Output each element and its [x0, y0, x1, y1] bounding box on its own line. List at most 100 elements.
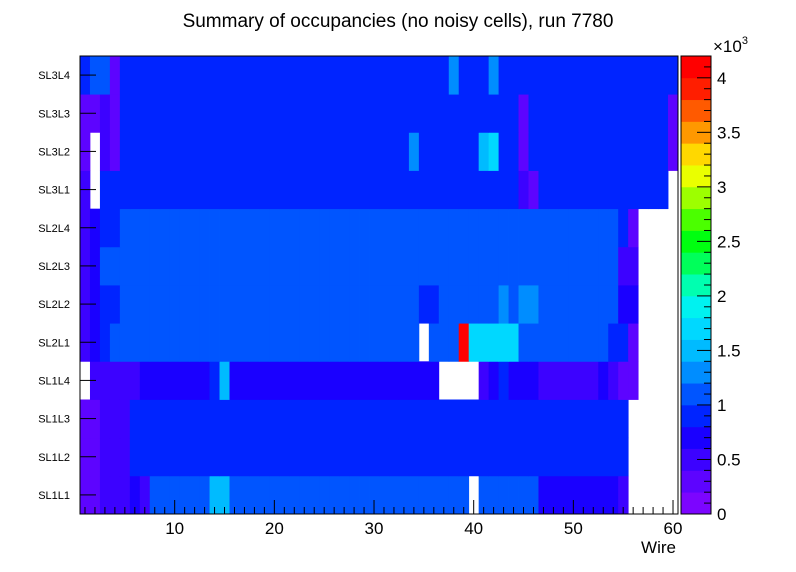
- heatmap-cell: [578, 361, 589, 400]
- heatmap-cell: [478, 437, 490, 477]
- heatmap-cell: [448, 246, 460, 286]
- heatmap-cell: [588, 208, 599, 248]
- palette-band: [681, 404, 711, 428]
- heatmap-cell: [478, 94, 490, 133]
- heatmap-cell: [478, 399, 490, 439]
- heatmap-cell: [468, 132, 480, 171]
- heatmap-cell: [448, 170, 460, 210]
- heatmap-cell: [498, 246, 509, 286]
- heatmap-cell: [129, 132, 141, 171]
- heatmap-cell: [319, 208, 330, 248]
- heatmap-cell: [129, 285, 141, 324]
- heatmap-cell: [548, 361, 559, 400]
- heatmap-cell: [259, 132, 270, 171]
- heatmap-cell: [259, 170, 270, 210]
- heatmap-cell: [578, 132, 589, 171]
- heatmap-cell: [199, 399, 210, 439]
- heatmap-cell: [588, 132, 599, 171]
- heatmap-cell: [309, 208, 320, 248]
- heatmap-cell: [408, 285, 420, 324]
- heatmap-cell: [249, 399, 260, 439]
- heatmap-cell: [408, 475, 420, 515]
- color-palette: [680, 55, 712, 515]
- heatmap-cell: [249, 56, 260, 95]
- heatmap-cell: [179, 475, 191, 515]
- heatmap-cell: [249, 285, 260, 324]
- heatmap-cell: [269, 361, 280, 400]
- heatmap-cell: [339, 361, 350, 400]
- heatmap-cell: [179, 285, 191, 324]
- heatmap-cell: [199, 437, 210, 477]
- heatmap-cell: [428, 170, 440, 210]
- heatmap-cell: [428, 285, 440, 324]
- heatmap-cell: [339, 132, 350, 171]
- heatmap-cell: [388, 56, 400, 95]
- heatmap-cell: [239, 170, 250, 210]
- heatmap-cell: [339, 56, 350, 95]
- heatmap-cell: [359, 94, 370, 133]
- heatmap-cell: [408, 399, 420, 439]
- heatmap-cell: [518, 132, 529, 171]
- palette-band: [681, 56, 711, 79]
- heatmap-cell: [668, 132, 679, 171]
- heatmap-cell: [169, 94, 181, 133]
- heatmap-cell: [388, 94, 400, 133]
- palette-band: [681, 230, 711, 253]
- heatmap-cell: [428, 437, 440, 477]
- heatmap-cell: [498, 437, 509, 477]
- heatmap-cell: [418, 56, 430, 95]
- heatmap-cell: [259, 285, 270, 324]
- heatmap-cell: [189, 399, 200, 439]
- heatmap-cell: [209, 246, 220, 286]
- heatmap-cell: [269, 208, 280, 248]
- heatmap-cell: [179, 246, 191, 286]
- heatmap-cell: [329, 246, 340, 286]
- heatmap-cell: [119, 475, 131, 515]
- heatmap-cell: [99, 361, 111, 400]
- heatmap-cell: [329, 132, 340, 171]
- heatmap-cell: [638, 56, 649, 95]
- heatmap-cell: [329, 437, 340, 477]
- heatmap-cell: [359, 361, 370, 400]
- heatmap-cell: [349, 56, 360, 95]
- heatmap-cell: [309, 475, 320, 515]
- heatmap-cell: [398, 323, 410, 362]
- heatmap-cell: [628, 132, 639, 171]
- heatmap-cell: [538, 399, 549, 439]
- heatmap-cell: [219, 475, 230, 515]
- heatmap-cell: [329, 475, 340, 515]
- heatmap-cell: [239, 132, 250, 171]
- heatmap-cell: [209, 208, 220, 248]
- heatmap-cell: [558, 56, 569, 95]
- heatmap-cell: [498, 56, 509, 95]
- heatmap-cell: [239, 361, 250, 400]
- heatmap-cell: [518, 475, 529, 515]
- heatmap-cell: [608, 285, 619, 324]
- heatmap-cell: [149, 246, 161, 286]
- heatmap-cell: [458, 246, 470, 286]
- heatmap-cell: [458, 170, 470, 210]
- palette-band: [681, 361, 711, 384]
- heatmap-cell: [339, 323, 350, 362]
- heatmap-cell: [209, 323, 220, 362]
- heatmap-cell: [219, 437, 230, 477]
- heatmap-cell: [299, 437, 310, 477]
- y-tick-label: SL2L1: [38, 337, 70, 349]
- heatmap-cell: [468, 170, 480, 210]
- y-tick-label: SL2L4: [38, 223, 70, 235]
- heatmap-cell: [618, 170, 629, 210]
- heatmap-cell: [129, 475, 141, 515]
- heatmap-cell: [199, 170, 210, 210]
- heatmap-cell: [179, 94, 191, 133]
- heatmap-cell: [618, 208, 629, 248]
- heatmap-cell: [349, 437, 360, 477]
- heatmap-cell: [628, 170, 639, 210]
- heatmap-cell: [369, 132, 380, 171]
- heatmap-cell: [388, 475, 400, 515]
- heatmap-cell: [388, 399, 400, 439]
- heatmap-cell: [478, 56, 490, 95]
- heatmap-cell: [379, 475, 390, 515]
- heatmap-cell: [498, 94, 509, 133]
- heatmap-cell: [568, 94, 579, 133]
- heatmap-cell: [139, 94, 151, 133]
